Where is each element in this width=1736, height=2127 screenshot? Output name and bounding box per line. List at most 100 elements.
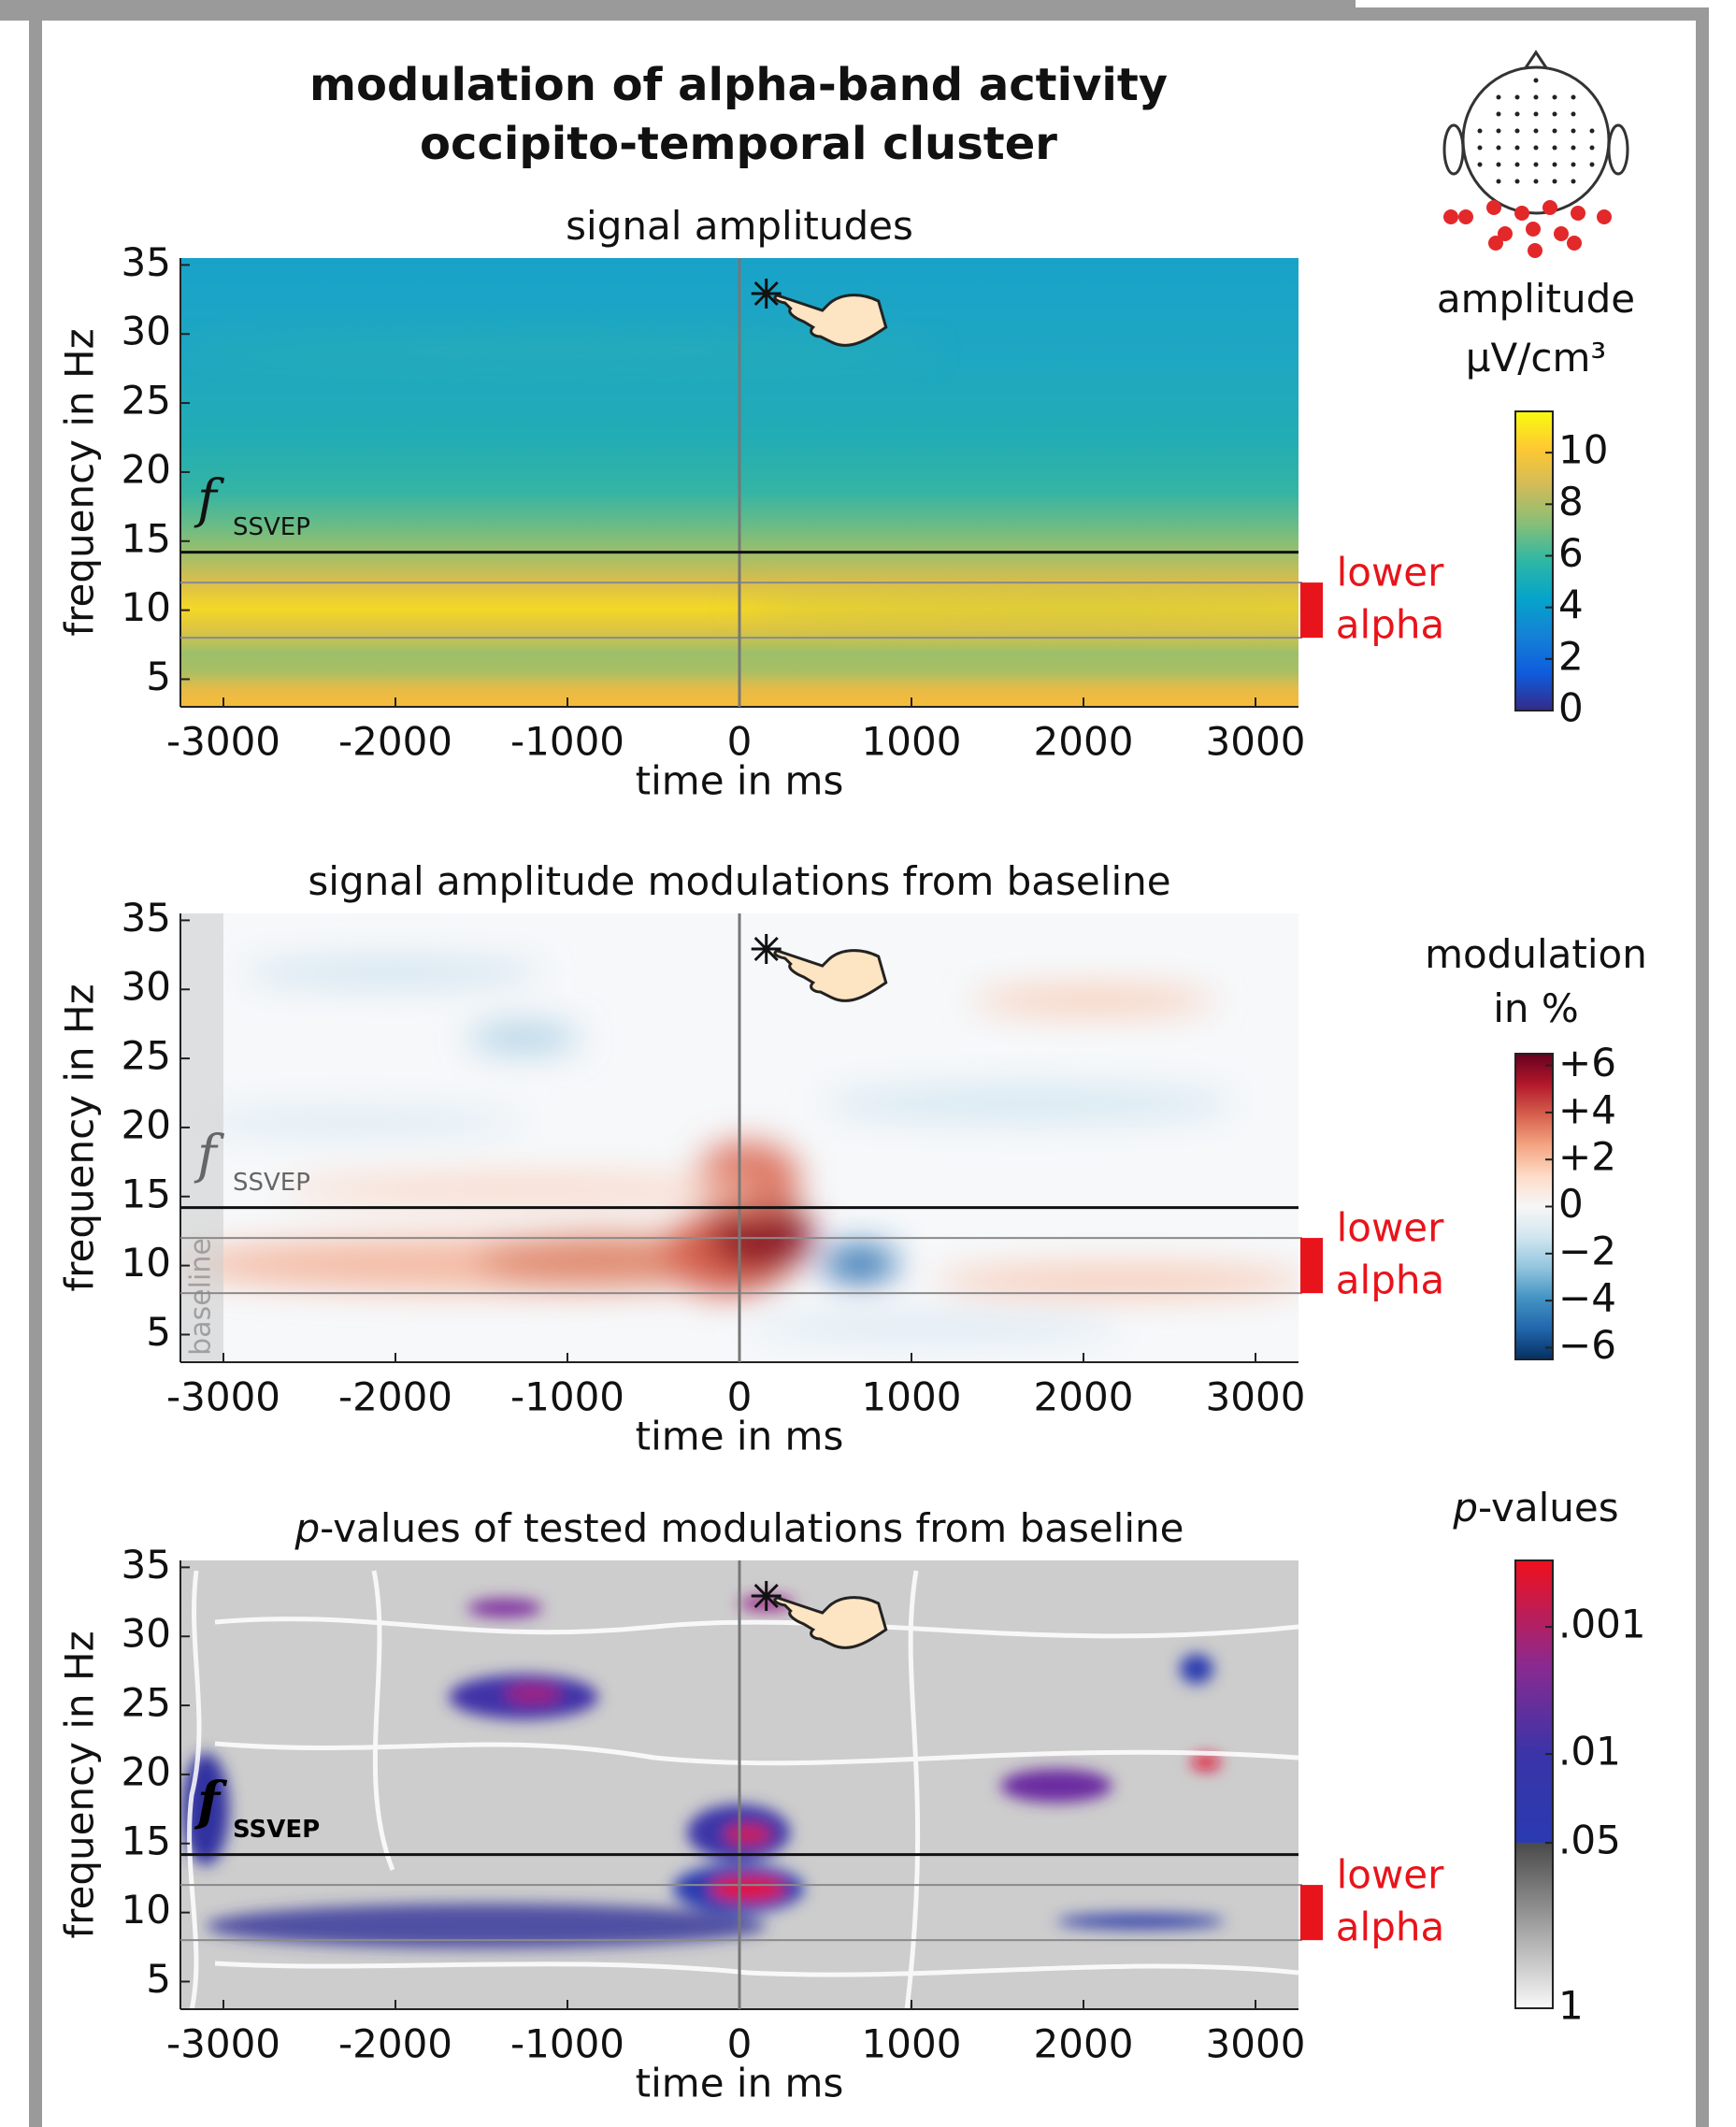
colorbar-label-text: μV/cm³ <box>1466 335 1606 381</box>
y-tick-label: 20 <box>122 1101 171 1147</box>
chart-title-italic: p <box>294 1505 321 1551</box>
electrode <box>1589 145 1595 151</box>
electrode <box>1514 94 1520 100</box>
x-tick-label: 2000 <box>1034 1374 1134 1420</box>
electrode <box>1571 111 1576 117</box>
y-tick-label: 15 <box>122 515 171 561</box>
colorbar-tick-label: −4 <box>1558 1275 1616 1321</box>
x-tick-label: -2000 <box>338 719 452 765</box>
y-tick-label: 10 <box>122 584 171 630</box>
electrode <box>1496 145 1501 151</box>
colorbar-tick-label: 8 <box>1558 479 1584 525</box>
electrode <box>1496 179 1501 184</box>
y-tick-label: 25 <box>122 1680 171 1726</box>
x-tick-label: 3000 <box>1206 2021 1306 2067</box>
cluster-electrode <box>1526 222 1541 237</box>
electrode <box>1514 145 1520 151</box>
colorbar-label: p-values <box>1452 1485 1618 1531</box>
electrode <box>1533 179 1539 184</box>
y-tick-label: 35 <box>122 1542 171 1588</box>
colorbar-tick-label: 1 <box>1558 1983 1584 2029</box>
colorbar-tick-label: +2 <box>1558 1134 1616 1180</box>
x-tick-label: -1000 <box>510 719 624 765</box>
colorbar-tick-label: 0 <box>1558 1181 1584 1227</box>
electrode <box>1533 162 1539 167</box>
x-tick-label: 1000 <box>862 1374 962 1420</box>
colorbar-tick-label: .001 <box>1558 1602 1646 1647</box>
y-tick-label: 30 <box>122 964 171 1010</box>
band-label: alpha <box>1336 602 1444 648</box>
electrode <box>1477 162 1483 167</box>
cluster-electrode <box>1542 200 1557 215</box>
colorbar-label-text: in % <box>1493 985 1579 1031</box>
electrode <box>1571 162 1576 167</box>
chart-title-text: signal amplitude modulations from baseli… <box>308 858 1170 904</box>
electrode <box>1552 128 1557 134</box>
y-tick-label: 25 <box>122 378 171 424</box>
x-tick-label: -3000 <box>166 2021 280 2067</box>
electrode <box>1477 145 1483 151</box>
electrode-map <box>1442 50 1629 258</box>
colorbar-label: modulation <box>1425 931 1647 977</box>
colorbar-tick-label: 4 <box>1558 582 1584 627</box>
electrode <box>1552 94 1557 100</box>
band-label: alpha <box>1336 1904 1444 1950</box>
frame <box>29 7 1709 2127</box>
y-axis-label: frequency in Hz <box>57 984 103 1291</box>
y-tick-label: 25 <box>122 1033 171 1079</box>
x-tick-label: 0 <box>727 719 753 765</box>
baseline-label: baseline <box>185 1238 218 1356</box>
electrode <box>1514 128 1520 134</box>
electrode <box>1589 162 1595 167</box>
electrode <box>1496 111 1501 117</box>
cluster-electrode <box>1514 206 1529 221</box>
x-tick-label: -1000 <box>510 1374 624 1420</box>
colorbar-tick-label: −2 <box>1558 1228 1616 1273</box>
x-tick-label: 3000 <box>1206 1374 1306 1420</box>
colorbar-label: in % <box>1493 985 1579 1031</box>
band-marker <box>1300 1885 1323 1941</box>
band-marker <box>1300 582 1323 639</box>
cluster-electrode <box>1443 209 1458 224</box>
cluster-electrode <box>1567 236 1582 251</box>
cluster-electrode <box>1554 226 1569 241</box>
x-tick-label: -3000 <box>166 1374 280 1420</box>
x-tick-label: -2000 <box>338 1374 452 1420</box>
y-tick-label: 5 <box>146 1309 171 1355</box>
cluster-electrode <box>1488 236 1503 251</box>
colorbar-tick-label: 2 <box>1558 633 1584 679</box>
electrode <box>1552 179 1557 184</box>
x-tick-label: -3000 <box>166 719 280 765</box>
y-tick-label: 15 <box>122 1171 171 1216</box>
x-tick-label: 3000 <box>1206 719 1306 765</box>
colorbar <box>1514 410 1554 711</box>
band-label: lower <box>1337 1205 1445 1251</box>
ssvep-subscript: SSVEP <box>233 513 310 541</box>
cluster-electrode <box>1486 200 1501 215</box>
electrode <box>1496 128 1501 134</box>
cluster-electrode <box>1458 209 1473 224</box>
electrode <box>1571 128 1576 134</box>
baseline-window <box>180 913 223 1362</box>
x-tick-label: 2000 <box>1034 2021 1134 2067</box>
x-tick-label: 1000 <box>862 719 962 765</box>
x-tick-label: 0 <box>727 2021 753 2067</box>
electrode <box>1533 145 1539 151</box>
figure-title: occipito-temporal cluster <box>420 118 1057 170</box>
electrode <box>1533 128 1539 134</box>
y-tick-label: 30 <box>122 1611 171 1657</box>
chart-title: signal amplitudes <box>566 203 913 249</box>
y-tick-label: 5 <box>146 654 171 699</box>
colorbar-tick-label: .05 <box>1558 1818 1621 1863</box>
colorbar-label: μV/cm³ <box>1466 335 1606 381</box>
electrode <box>1514 111 1520 117</box>
band-label: lower <box>1337 1852 1445 1898</box>
electrode <box>1533 94 1539 100</box>
x-axis-label: time in ms <box>636 1414 844 1459</box>
electrode <box>1552 111 1557 117</box>
y-tick-label: 35 <box>122 895 171 941</box>
y-axis-label: frequency in Hz <box>57 328 103 636</box>
colorbar-label-text: amplitude <box>1437 276 1635 322</box>
colorbar-tick-label: 10 <box>1558 427 1608 473</box>
ssvep-subscript: SSVEP <box>233 1816 320 1844</box>
